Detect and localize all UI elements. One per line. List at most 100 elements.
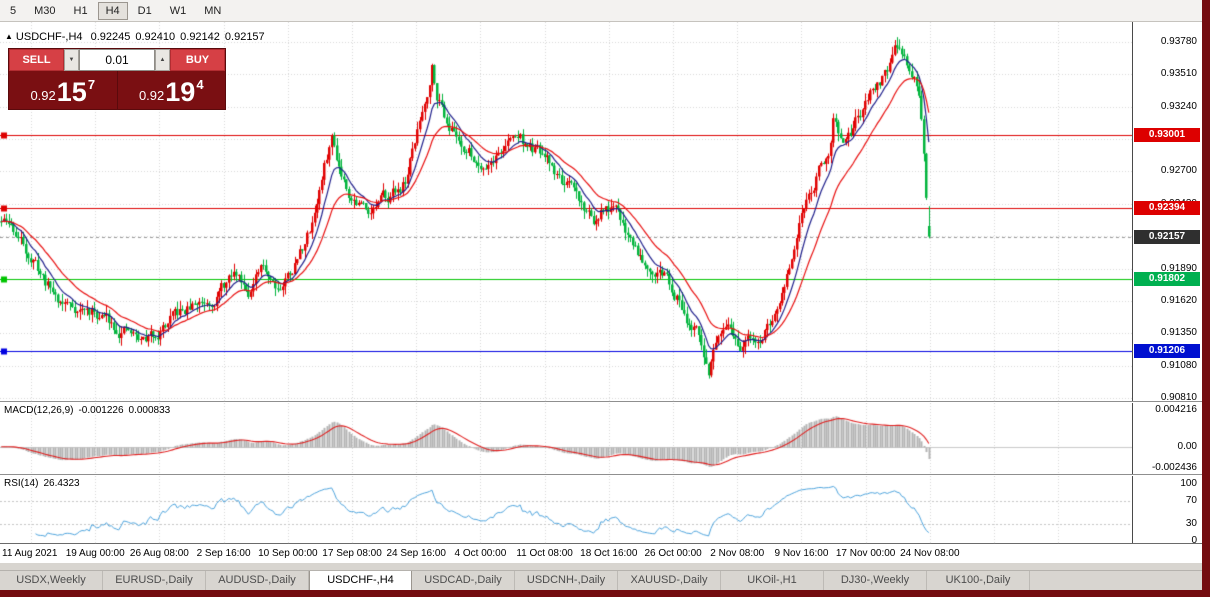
window-edge-bottom [0,590,1210,597]
current-price-badge: 0.92157 [1134,229,1200,244]
buy-price-prefix: 0.92 [138,88,165,103]
rsi-canvas[interactable] [0,476,1132,544]
macd-axis-label: 0.004216 [1155,404,1197,415]
time-axis-label: 24 Nov 08:00 [900,548,960,559]
trade-controls-row: SELL ▼ ▲ BUY [9,49,225,71]
tab-eurusd-daily[interactable]: EURUSD-,Daily [103,571,206,590]
price-divider [116,71,118,109]
sell-price-prefix: 0.92 [30,88,56,103]
rsi-axis: 100 70 30 0 [1132,476,1202,546]
rsi-label: RSI(14) 26.4323 [4,478,80,489]
timeframe-button-5[interactable]: 5 [2,2,24,20]
macd-panel: MACD(12,26,9) -0.001226 0.000833 0.004216 0… [0,403,1202,475]
price-axis-label: 0.93780 [1160,36,1197,47]
trend-up-icon: ▲ [5,32,13,41]
timeframe-toolbar: 5 M30 H1 H4 D1 W1 MN [0,0,1202,22]
timeframe-button-m30[interactable]: M30 [26,2,63,20]
tab-usdcad-daily[interactable]: USDCAD-,Daily [412,571,515,590]
timeframe-button-h4[interactable]: H4 [97,1,128,20]
rsi-name: RSI(14) [4,478,39,489]
time-axis-label: 17 Nov 00:00 [835,548,896,559]
macd-signal-value: 0.000833 [128,405,171,416]
trade-prices-row: 0.92 15 7 0.92 19 4 [9,71,225,109]
tab-xauusd-daily[interactable]: XAUUSD-,Daily [618,571,721,590]
time-axis-label: 17 Sep 08:00 [322,548,382,559]
macd-axis-label: -0.002436 [1151,461,1197,473]
sell-price-display[interactable]: 0.92 15 7 [9,71,117,109]
timeframe-buttons: 5 M30 H1 H4 D1 W1 MN [2,1,229,20]
tab-dj30-weekly[interactable]: DJ30-,Weekly [824,571,927,590]
price-axis-label: 0.91890 [1160,262,1197,274]
macd-axis: 0.004216 0.00 -0.002436 [1132,403,1202,474]
price-axis-label: 0.91080 [1160,359,1197,371]
time-axis-label: 4 Oct 00:00 [454,548,507,559]
time-axis-label: 18 Oct 16:00 [580,548,638,559]
price-axis-label: 0.93510 [1160,68,1197,80]
buy-price-big: 19 [165,77,196,107]
sell-price-pip: 7 [87,77,96,92]
buy-price-display[interactable]: 0.92 19 4 [118,71,226,109]
sell-button[interactable]: SELL [9,49,64,71]
rsi-axis-label: 70 [1185,495,1197,507]
chart-title: ▲ USDCHF-,H4 0.92245 0.92410 0.92142 0.92157 [5,31,265,43]
rsi-axis-label: 30 [1185,517,1197,529]
rsi-value: 26.4323 [43,478,80,489]
price-axis: 0.937800.935100.932400.929700.927000.924… [1132,22,1202,403]
macd-canvas[interactable] [0,403,1132,475]
chart-symbol-period: USDCHF-,H4 [15,31,83,43]
tab-usdcnh-daily[interactable]: USDCNH-,Daily [515,571,618,590]
window-edge-right [1202,0,1210,597]
macd-name: MACD(12,26,9) [4,405,74,416]
time-axis-label: 10 Sep 00:00 [258,548,318,559]
time-axis-label: 2 Nov 08:00 [710,548,765,559]
buy-price-pip: 4 [196,77,204,92]
chart-tab-bar: USDX,Weekly EURUSD-,Daily AUDUSD-,Daily USD… [0,570,1202,590]
tab-audusd-daily[interactable]: AUDUSD-,Daily [206,571,309,590]
price-axis-label: 0.91620 [1160,294,1197,306]
resistance-line-badge: 0.93001 [1134,128,1200,143]
timeframe-button-w1[interactable]: W1 [162,2,195,20]
window-gap [0,563,1202,570]
volume-increase-button[interactable]: ▲ [155,49,170,71]
macd-label: MACD(12,26,9) -0.001226 0.000833 [4,405,170,416]
price-axis-label: 0.91350 [1160,327,1197,339]
time-axis: 11 Aug 2021 19 Aug 00:00 26 Aug 08:00 2 Sep… [0,545,1202,563]
timeframe-button-d1[interactable]: D1 [130,2,160,20]
tab-ukoil-h1[interactable]: UKOil-,H1 [721,571,824,590]
sell-price-big: 15 [56,77,87,107]
support-line-badge-2: 0.91206 [1134,343,1200,358]
rsi-panel: RSI(14) 26.4323 100 70 30 0 [0,476,1202,546]
volume-decrease-button[interactable]: ▼ [64,49,79,71]
time-axis-label: 11 Aug 2021 [2,548,58,559]
macd-axis-label: 0.00 [1177,440,1197,452]
volume-input[interactable] [79,49,155,71]
price-axis-label: 0.90810 [1160,391,1197,403]
rsi-axis-label: 100 [1180,477,1197,489]
resistance-line-badge-2: 0.92394 [1134,201,1200,216]
time-axis-label: 11 Oct 08:00 [516,548,573,559]
time-axis-label: 9 Nov 16:00 [774,548,829,559]
timeframe-button-h1[interactable]: H1 [66,2,96,20]
time-axis-label: 26 Oct 00:00 [644,548,702,559]
tab-usdchf-h4[interactable]: USDCHF-,H4 [309,571,412,590]
tab-usdx-weekly[interactable]: USDX,Weekly [0,571,103,590]
ohlc-high: 0.92410 [135,31,176,43]
price-axis-label: 0.93240 [1160,100,1197,112]
macd-value: -0.001226 [78,405,124,416]
ohlc-close: 0.92157 [224,31,265,43]
tab-uk100-daily[interactable]: UK100-,Daily [927,571,1030,590]
time-axis-label: 24 Sep 16:00 [386,548,446,559]
buy-button[interactable]: BUY [170,49,225,71]
rsi-axis-label: 0 [1191,534,1197,546]
price-axis-label: 0.92700 [1160,165,1197,177]
time-axis-label: 2 Sep 16:00 [196,548,251,559]
time-axis-label: 26 Aug 08:00 [129,548,189,559]
price-chart-panel: ▲ USDCHF-,H4 0.92245 0.92410 0.92142 0.92157… [0,22,1202,403]
time-axis-label: 19 Aug 00:00 [65,548,125,559]
ohlc-open: 0.92245 [90,31,131,43]
timeframe-button-mn[interactable]: MN [196,2,229,20]
support-line-badge: 0.91802 [1134,272,1200,287]
ohlc-low: 0.92142 [180,31,220,43]
